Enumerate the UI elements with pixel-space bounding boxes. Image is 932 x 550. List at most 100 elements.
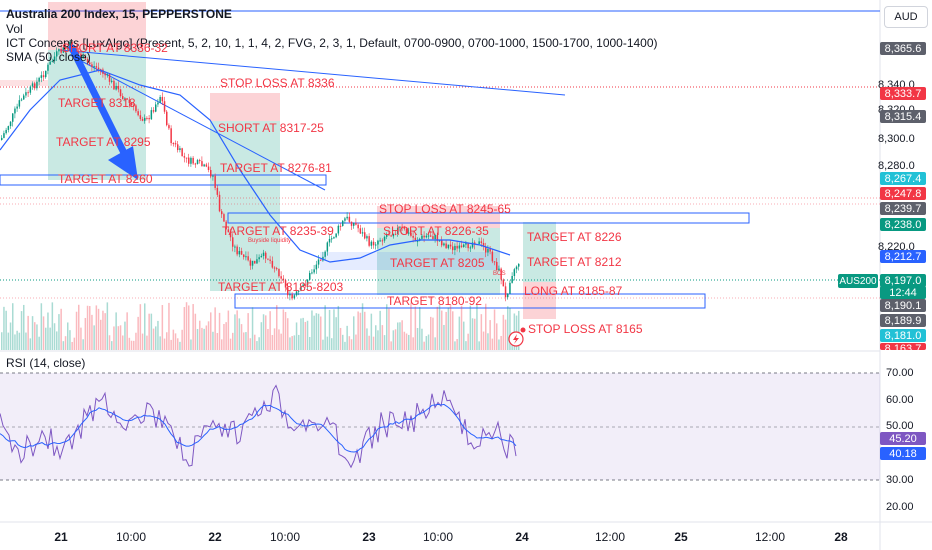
annotation-target-8180[interactable]: TARGET 8180-92 bbox=[387, 294, 482, 308]
candle bbox=[452, 246, 454, 251]
lightning-icon[interactable] bbox=[508, 331, 524, 347]
volume-bar bbox=[311, 310, 313, 350]
volume-bar bbox=[210, 312, 212, 350]
candle bbox=[500, 268, 502, 280]
candle bbox=[135, 105, 137, 112]
annotation-short-8336[interactable]: SHORT AT 8336-32 bbox=[62, 41, 168, 55]
volume-bar bbox=[379, 310, 381, 350]
volume-bar bbox=[293, 335, 296, 350]
annotation-target-8205[interactable]: TARGET AT 8205 bbox=[390, 256, 485, 270]
annotation-target-8185[interactable]: TARGET AT 8185-8203 bbox=[218, 280, 344, 294]
volume-bar bbox=[93, 325, 95, 350]
candle bbox=[172, 143, 175, 145]
short-stop-zone-2 bbox=[210, 93, 280, 121]
currency-button[interactable]: AUD bbox=[884, 6, 928, 28]
volume-bar bbox=[104, 313, 106, 350]
annotation-target-8235[interactable]: TARGET AT 8235-39 bbox=[222, 224, 334, 238]
volume-bar bbox=[346, 325, 348, 350]
volume-bar bbox=[207, 321, 210, 350]
legend-sma[interactable]: SMA (50, close) bbox=[6, 50, 91, 64]
annotation-target-8276[interactable]: TARGET AT 8276-81 bbox=[220, 161, 332, 175]
candle bbox=[443, 243, 445, 246]
volume-bar bbox=[214, 307, 216, 350]
candle bbox=[53, 56, 56, 61]
candle bbox=[18, 100, 21, 107]
volume-bar bbox=[47, 312, 49, 350]
legend-vol[interactable]: Vol bbox=[6, 22, 23, 36]
candle bbox=[56, 51, 58, 57]
volume-bar bbox=[163, 338, 166, 350]
volume-bar bbox=[196, 328, 199, 350]
candle bbox=[168, 125, 170, 129]
candle bbox=[58, 49, 60, 52]
volume-bar bbox=[388, 308, 390, 350]
volume-bar bbox=[287, 318, 289, 350]
candle bbox=[421, 235, 423, 239]
candle bbox=[383, 236, 386, 241]
volume-bar bbox=[476, 304, 478, 350]
candle bbox=[146, 117, 148, 119]
annotation-short-8317[interactable]: SHORT AT 8317-25 bbox=[218, 121, 324, 135]
volume-bar bbox=[199, 320, 201, 350]
volume-bar bbox=[234, 314, 236, 350]
candle bbox=[342, 220, 344, 227]
volume-bar bbox=[177, 338, 179, 350]
annotation-bos: BOS bbox=[493, 271, 506, 277]
candle bbox=[42, 75, 45, 78]
volume-bar bbox=[518, 310, 520, 350]
price-badge: 8,365.6 bbox=[880, 42, 926, 55]
candle bbox=[144, 117, 146, 121]
candle bbox=[291, 294, 293, 299]
volume-bar bbox=[452, 311, 454, 350]
legend-ict[interactable]: ICT Concepts [LuxAlgo] (Present, 5, 2, 1… bbox=[6, 36, 658, 50]
volume-bar bbox=[111, 341, 113, 350]
annotation-stop-loss-8245[interactable]: STOP LOSS AT 8245-65 bbox=[379, 202, 511, 216]
candle bbox=[454, 245, 456, 251]
candle bbox=[311, 272, 313, 274]
candle bbox=[478, 241, 480, 244]
symbol-badge[interactable]: AUS200 bbox=[838, 274, 878, 288]
volume-bar bbox=[383, 335, 386, 350]
annotation-target-8212[interactable]: TARGET AT 8212 bbox=[527, 255, 622, 269]
annotation-target-8226-long[interactable]: TARGET AT 8226 bbox=[527, 230, 622, 244]
volume-bar bbox=[284, 311, 287, 350]
candle bbox=[256, 259, 258, 264]
volume-bar bbox=[289, 337, 291, 350]
annotation-target-8318[interactable]: TARGET 8318 bbox=[58, 96, 136, 110]
volume-bar bbox=[194, 313, 197, 350]
volume-bar bbox=[221, 339, 223, 350]
volume-bar bbox=[183, 307, 186, 350]
rsi-title[interactable]: RSI (14, close) bbox=[6, 356, 86, 370]
candle bbox=[97, 67, 100, 70]
volume-bar bbox=[227, 310, 230, 350]
candle bbox=[344, 218, 346, 221]
arrow-down-icon bbox=[68, 44, 138, 180]
candle bbox=[247, 256, 249, 261]
candle bbox=[359, 228, 362, 234]
candle bbox=[113, 80, 115, 90]
volume-bar bbox=[315, 313, 318, 350]
volume-bar bbox=[273, 328, 276, 350]
volume-bar bbox=[20, 311, 23, 350]
annotation-long-8185[interactable]: LONG AT 8185-87 bbox=[524, 284, 623, 298]
annotation-short-8226[interactable]: SHORT AT 8226-35 bbox=[383, 224, 489, 238]
annotation-buyside-liquidity: Buyside liquidity bbox=[248, 238, 292, 244]
candle bbox=[364, 232, 366, 239]
candle bbox=[148, 118, 150, 120]
volume-bar bbox=[86, 305, 89, 350]
volume-bar bbox=[509, 307, 511, 350]
candle bbox=[133, 105, 135, 107]
candle bbox=[150, 110, 153, 120]
volume-bar bbox=[172, 329, 175, 350]
price-badge: 8,163.7 bbox=[880, 343, 926, 350]
annotation-stop-loss-8165[interactable]: STOP LOSS AT 8165 bbox=[528, 322, 643, 336]
annotation-target-8295[interactable]: TARGET AT 8295 bbox=[56, 135, 151, 149]
fvg-zone bbox=[0, 80, 48, 86]
candle bbox=[518, 263, 520, 267]
annotation-stop-loss-8336[interactable]: STOP LOSS AT 8336 bbox=[220, 76, 335, 90]
volume-bar bbox=[243, 332, 245, 350]
volume-bar bbox=[320, 316, 322, 350]
annotation-target-8260[interactable]: TARGET AT 8260 bbox=[58, 172, 153, 186]
candle bbox=[355, 222, 357, 225]
